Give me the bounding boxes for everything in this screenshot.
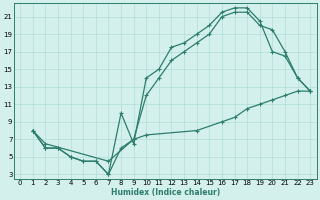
X-axis label: Humidex (Indice chaleur): Humidex (Indice chaleur): [111, 188, 220, 197]
